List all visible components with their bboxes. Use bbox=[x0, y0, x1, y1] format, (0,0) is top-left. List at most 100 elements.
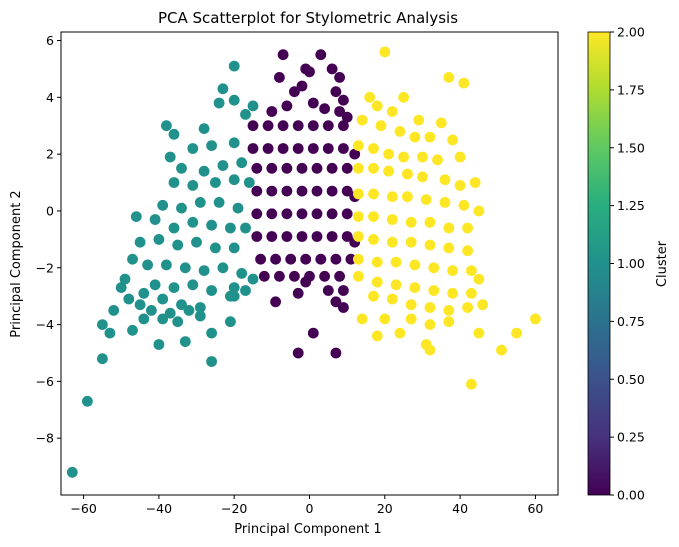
point-cluster-2-11 bbox=[394, 125, 406, 137]
point-cluster-2-5 bbox=[371, 100, 383, 112]
point-cluster-1-32 bbox=[225, 222, 236, 234]
point-cluster-2-40 bbox=[386, 214, 398, 225]
point-cluster-0-76 bbox=[322, 285, 334, 296]
point-cluster-1-7 bbox=[168, 128, 180, 140]
point-cluster-1-51 bbox=[206, 285, 218, 296]
point-cluster-2-57 bbox=[447, 265, 458, 276]
point-cluster-1-34 bbox=[134, 236, 146, 248]
point-cluster-1-52 bbox=[228, 282, 240, 293]
point-cluster-0-80 bbox=[330, 296, 342, 308]
point-cluster-0-82 bbox=[307, 327, 319, 339]
point-cluster-0-59 bbox=[326, 231, 338, 242]
colorbar-tick-label: 1.50 bbox=[617, 140, 645, 155]
colorbar-tick-label: 0.75 bbox=[617, 314, 645, 329]
point-cluster-0-45 bbox=[341, 185, 353, 197]
point-cluster-0-0 bbox=[277, 49, 289, 61]
point-cluster-0-27 bbox=[292, 143, 304, 154]
point-cluster-0-4 bbox=[304, 66, 315, 78]
point-cluster-2-66 bbox=[473, 273, 485, 285]
point-cluster-1-12 bbox=[164, 151, 176, 163]
point-cluster-0-40 bbox=[266, 185, 278, 197]
point-cluster-0-69 bbox=[258, 270, 270, 282]
point-cluster-2-12 bbox=[409, 131, 421, 143]
point-cluster-2-80 bbox=[394, 327, 406, 339]
point-cluster-1-38 bbox=[210, 242, 221, 254]
point-cluster-2-34 bbox=[420, 194, 432, 206]
colorbar-ticks: 0.00 0.25 0.50 0.75 1.00 1.25 1.50 1.75 2.00 bbox=[610, 25, 645, 503]
point-cluster-1-59 bbox=[240, 285, 251, 296]
point-cluster-2-9 bbox=[356, 114, 368, 126]
point-cluster-2-79 bbox=[371, 330, 383, 342]
point-cluster-1-65 bbox=[183, 305, 195, 316]
colorbar-tick-label: 1.00 bbox=[617, 256, 645, 271]
point-cluster-2-60 bbox=[371, 276, 383, 288]
point-cluster-0-33 bbox=[266, 162, 278, 174]
point-cluster-2-64 bbox=[447, 287, 458, 299]
point-cluster-0-79 bbox=[270, 296, 281, 308]
point-cluster-2-47 bbox=[386, 236, 398, 248]
point-cluster-0-71 bbox=[289, 270, 300, 282]
point-cluster-2-43 bbox=[443, 222, 455, 234]
x-tick-label: −60 bbox=[70, 501, 96, 516]
point-cluster-0-11 bbox=[266, 106, 278, 117]
point-cluster-0-5 bbox=[326, 63, 338, 75]
point-cluster-1-55 bbox=[157, 293, 169, 305]
point-cluster-1-82 bbox=[66, 466, 78, 478]
point-cluster-1-10 bbox=[206, 140, 218, 152]
point-cluster-0-6 bbox=[334, 72, 345, 83]
point-cluster-2-85 bbox=[511, 327, 522, 339]
point-cluster-1-47 bbox=[119, 273, 131, 285]
point-cluster-2-62 bbox=[409, 282, 421, 293]
point-cluster-0-32 bbox=[251, 162, 263, 174]
point-cluster-1-19 bbox=[210, 177, 221, 188]
point-cluster-2-52 bbox=[353, 253, 364, 265]
point-cluster-2-0 bbox=[379, 46, 391, 58]
point-cluster-2-46 bbox=[368, 234, 379, 245]
point-cluster-2-26 bbox=[417, 171, 428, 183]
point-cluster-0-57 bbox=[296, 231, 308, 242]
point-cluster-1-53 bbox=[247, 273, 259, 285]
point-cluster-2-35 bbox=[439, 197, 451, 208]
point-cluster-0-30 bbox=[338, 143, 349, 154]
point-cluster-2-23 bbox=[368, 162, 379, 174]
point-cluster-2-51 bbox=[462, 245, 473, 257]
point-cluster-0-41 bbox=[281, 185, 293, 197]
point-cluster-0-15 bbox=[334, 106, 345, 117]
point-cluster-0-36 bbox=[311, 162, 323, 174]
point-cluster-1-63 bbox=[146, 305, 157, 316]
point-cluster-0-37 bbox=[326, 162, 338, 174]
point-cluster-0-67 bbox=[330, 253, 342, 265]
point-cluster-1-79 bbox=[97, 353, 108, 365]
point-cluster-2-76 bbox=[405, 313, 417, 325]
point-cluster-1-3 bbox=[228, 94, 240, 106]
point-cluster-2-67 bbox=[368, 290, 379, 302]
point-cluster-0-16 bbox=[341, 111, 353, 123]
point-cluster-2-22 bbox=[353, 162, 364, 174]
point-cluster-2-27 bbox=[439, 174, 451, 186]
point-cluster-2-63 bbox=[428, 285, 440, 296]
point-cluster-1-68 bbox=[157, 313, 169, 325]
point-cluster-0-34 bbox=[281, 162, 293, 174]
point-cluster-1-6 bbox=[161, 120, 172, 132]
point-cluster-0-48 bbox=[266, 208, 278, 220]
x-axis-ticks: −60 −40 −20 0 20 40 60 bbox=[70, 495, 543, 516]
point-cluster-0-26 bbox=[277, 143, 289, 154]
point-cluster-1-49 bbox=[168, 282, 180, 293]
y-axis-ticks: −8 −6 −4 −2 0 2 4 6 bbox=[36, 33, 61, 446]
point-cluster-0-19 bbox=[277, 120, 289, 132]
scatter-points bbox=[66, 46, 541, 478]
point-cluster-0-20 bbox=[292, 120, 304, 132]
point-cluster-1-62 bbox=[134, 299, 146, 311]
point-cluster-1-11 bbox=[228, 137, 240, 149]
point-cluster-2-13 bbox=[424, 131, 436, 143]
point-cluster-2-3 bbox=[364, 91, 376, 103]
point-cluster-2-78 bbox=[443, 316, 455, 328]
point-cluster-0-75 bbox=[300, 276, 312, 288]
y-tick-label: −4 bbox=[36, 317, 54, 332]
colorbar-tick-label: 0.00 bbox=[617, 488, 645, 503]
point-cluster-2-75 bbox=[379, 313, 391, 325]
point-cluster-2-83 bbox=[473, 327, 485, 339]
point-cluster-0-44 bbox=[326, 185, 338, 197]
point-cluster-0-35 bbox=[296, 162, 308, 174]
point-cluster-1-16 bbox=[236, 157, 248, 169]
